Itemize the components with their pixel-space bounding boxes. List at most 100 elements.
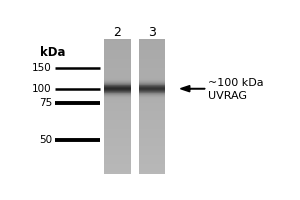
Bar (104, 127, 130, 128)
Bar (104, 136, 130, 137)
Bar (104, 147, 130, 148)
Bar (139, 108, 165, 109)
Bar (139, 148, 165, 149)
Bar (139, 150, 165, 151)
Bar (139, 115, 165, 116)
Bar (104, 61, 130, 62)
Bar (104, 66, 130, 67)
Bar (139, 133, 165, 134)
Bar (139, 160, 165, 161)
Bar (104, 143, 130, 144)
Bar (139, 61, 165, 62)
Bar (139, 138, 165, 139)
Bar (139, 140, 165, 141)
Bar (104, 112, 130, 113)
Bar (139, 50, 165, 51)
Bar (139, 98, 165, 99)
Bar (104, 95, 130, 96)
Bar (139, 155, 165, 156)
Bar (104, 168, 130, 169)
Bar (104, 170, 130, 171)
Bar (104, 129, 130, 130)
Bar (139, 74, 165, 75)
Bar (139, 139, 165, 140)
Bar (104, 73, 130, 74)
Bar (139, 77, 165, 78)
Bar (139, 131, 165, 132)
Bar (139, 145, 165, 146)
Bar (104, 118, 130, 119)
Bar (139, 132, 165, 133)
Bar (104, 76, 130, 77)
Bar (104, 135, 130, 136)
Bar (139, 109, 165, 110)
Bar (104, 167, 130, 168)
Bar (139, 98, 165, 99)
Bar (104, 55, 130, 56)
Bar (139, 167, 165, 168)
Bar (139, 137, 165, 138)
Bar (139, 106, 165, 107)
Bar (139, 80, 165, 81)
Bar (104, 134, 130, 135)
Bar (104, 54, 130, 55)
Bar (104, 118, 130, 119)
Bar (139, 97, 165, 98)
Bar (104, 169, 130, 170)
Bar (104, 122, 130, 123)
Bar (104, 147, 130, 148)
Bar (139, 114, 165, 115)
Bar (139, 172, 165, 173)
Bar (139, 157, 165, 158)
Bar (104, 146, 130, 147)
Bar (139, 45, 165, 46)
Text: 2: 2 (113, 26, 121, 39)
Bar (104, 43, 130, 44)
Bar (104, 77, 130, 78)
Bar (104, 39, 130, 40)
Bar (139, 116, 165, 117)
Bar (139, 130, 165, 131)
Bar (139, 118, 165, 119)
Bar (104, 50, 130, 51)
Bar (139, 85, 165, 86)
Bar (104, 124, 130, 125)
Bar (139, 49, 165, 50)
Bar (104, 140, 130, 141)
Bar (104, 173, 130, 174)
Bar (139, 87, 165, 88)
Bar (104, 60, 130, 61)
Bar (139, 141, 165, 142)
Bar (104, 89, 130, 90)
Bar (139, 51, 165, 52)
Bar (139, 63, 165, 64)
Bar (139, 65, 165, 66)
Bar (104, 85, 130, 86)
Bar (139, 122, 165, 123)
Bar (139, 110, 165, 111)
Bar (139, 147, 165, 148)
Text: 150: 150 (32, 63, 52, 73)
Bar (104, 87, 130, 88)
Bar (139, 160, 165, 161)
Bar (139, 99, 165, 100)
Bar (139, 143, 165, 144)
Bar (104, 133, 130, 134)
Bar (139, 105, 165, 106)
Bar (139, 76, 165, 77)
Bar (139, 146, 165, 147)
Bar (139, 158, 165, 159)
Bar (139, 42, 165, 43)
Bar (139, 168, 165, 169)
Bar (139, 107, 165, 108)
Bar (139, 169, 165, 170)
Bar (139, 101, 165, 102)
Bar (104, 51, 130, 52)
Bar (139, 111, 165, 112)
Bar (139, 76, 165, 77)
Bar (139, 143, 165, 144)
Text: 100: 100 (32, 84, 52, 94)
Bar (139, 64, 165, 65)
Bar (104, 98, 130, 99)
Bar (104, 108, 130, 109)
